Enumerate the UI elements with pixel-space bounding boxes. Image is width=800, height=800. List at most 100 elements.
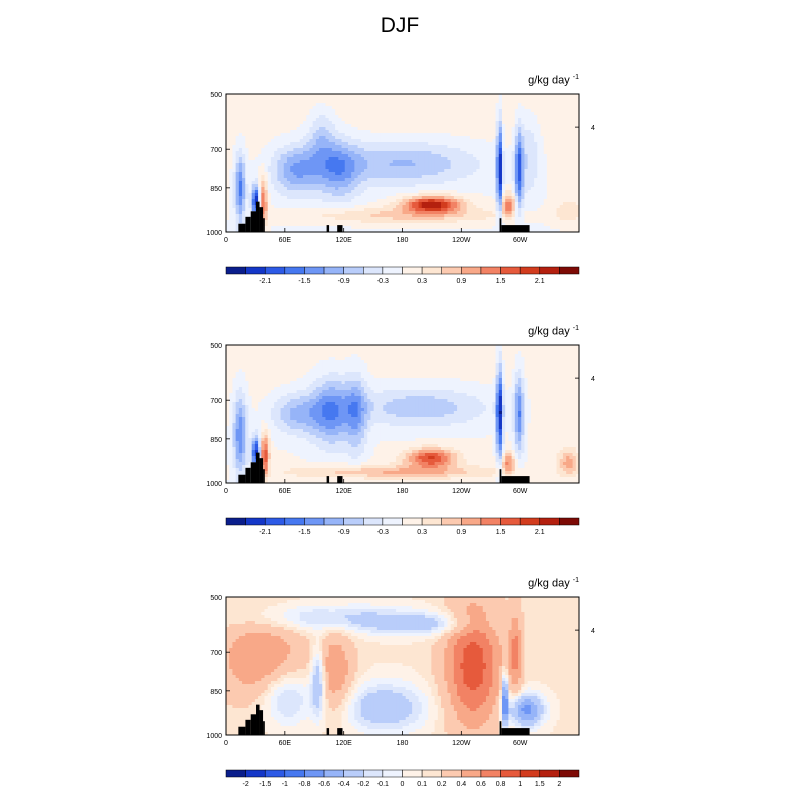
field-cell <box>514 97 519 101</box>
field-cell <box>530 133 535 137</box>
field-cell <box>248 142 253 146</box>
field-cell <box>290 121 294 125</box>
field-cell <box>357 145 362 149</box>
field-cell <box>344 112 349 116</box>
field-cell <box>296 151 301 155</box>
field-cell <box>399 166 403 170</box>
field-cell <box>569 223 574 227</box>
field-cell <box>386 97 391 101</box>
field-cell <box>344 181 349 185</box>
field-cell <box>530 190 535 194</box>
field-cell <box>412 208 416 212</box>
field-cell <box>424 133 429 137</box>
field-cell <box>264 112 269 116</box>
field-cell <box>344 115 349 119</box>
field-cell <box>280 145 285 149</box>
field-cell <box>357 163 362 167</box>
field-cell <box>460 214 464 218</box>
field-cell <box>299 190 304 194</box>
field-cell <box>527 190 532 194</box>
field-cell <box>267 226 272 230</box>
field-cell <box>412 103 416 107</box>
field-cell <box>572 124 577 128</box>
field-cell <box>457 205 461 209</box>
field-cell <box>328 190 333 194</box>
field-cell <box>347 226 352 230</box>
field-cell <box>466 130 471 134</box>
field-cell <box>505 181 509 185</box>
field-cell <box>248 184 253 188</box>
field-cell <box>559 226 564 230</box>
field-cell <box>283 160 288 164</box>
field-cell <box>434 160 439 164</box>
field-cell <box>376 100 381 104</box>
field-cell <box>431 118 436 122</box>
field-cell <box>402 112 407 116</box>
field-cell <box>351 217 355 221</box>
field-cell <box>556 205 561 209</box>
field-cell <box>534 109 538 113</box>
field-cell <box>389 211 394 215</box>
field-cell <box>258 148 262 152</box>
field-cell <box>370 154 375 158</box>
field-cell <box>322 154 326 158</box>
field-cell <box>229 178 233 182</box>
field-cell <box>303 136 307 140</box>
field-cell <box>476 139 481 143</box>
field-cell <box>376 97 381 101</box>
field-cell <box>550 211 554 215</box>
field-cell <box>453 100 458 104</box>
field-cell <box>338 184 343 188</box>
field-cell <box>303 130 307 134</box>
field-cell <box>363 166 368 170</box>
field-cell <box>383 133 387 137</box>
field-cell <box>476 106 481 110</box>
field-cell <box>537 139 541 143</box>
field-cell <box>575 217 580 221</box>
field-cell <box>303 202 307 206</box>
field-cell <box>447 157 452 161</box>
field-cell <box>505 127 509 131</box>
field-cell <box>229 184 233 188</box>
field-cell <box>238 181 243 185</box>
field-cell <box>553 94 558 98</box>
field-cell <box>280 133 285 137</box>
field-cell <box>328 175 333 179</box>
field-cell <box>511 151 516 155</box>
field-cell <box>286 148 291 152</box>
field-cell <box>441 193 445 197</box>
field-cell <box>428 214 432 218</box>
field-cell <box>444 148 448 152</box>
field-cell <box>444 121 448 125</box>
field-cell <box>383 217 387 221</box>
field-cell <box>363 127 368 131</box>
field-cell <box>534 181 538 185</box>
field-cell <box>569 109 574 113</box>
field-cell <box>312 187 317 191</box>
field-cell <box>418 127 423 131</box>
field-cell <box>261 139 266 143</box>
field-cell <box>383 226 387 230</box>
field-cell <box>370 109 375 113</box>
field-cell <box>280 220 285 224</box>
field-cell <box>553 181 558 185</box>
field-cell <box>328 130 333 134</box>
field-cell <box>363 181 368 185</box>
field-cell <box>514 154 519 158</box>
field-cell <box>296 130 301 134</box>
field-cell <box>267 169 272 173</box>
field-cell <box>360 166 365 170</box>
field-cell <box>569 106 574 110</box>
field-cell <box>408 166 413 170</box>
field-cell <box>421 169 426 173</box>
field-cell <box>335 166 339 170</box>
field-cell <box>344 133 349 137</box>
field-cell <box>383 181 387 185</box>
field-cell <box>396 226 400 230</box>
field-cell <box>572 133 577 137</box>
field-cell <box>235 118 240 122</box>
field-cell <box>412 190 416 194</box>
field-cell <box>553 220 558 224</box>
field-cell <box>286 151 291 155</box>
field-cell <box>415 160 420 164</box>
